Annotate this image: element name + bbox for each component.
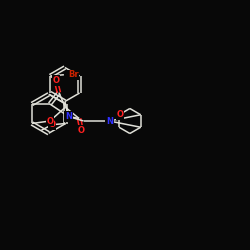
- Text: O: O: [78, 126, 85, 135]
- Text: Br: Br: [68, 70, 78, 79]
- Text: N: N: [106, 116, 113, 126]
- Text: N: N: [65, 112, 72, 121]
- Text: O: O: [117, 110, 124, 119]
- Text: O: O: [48, 120, 56, 129]
- Text: O: O: [46, 116, 53, 126]
- Text: O: O: [52, 76, 59, 85]
